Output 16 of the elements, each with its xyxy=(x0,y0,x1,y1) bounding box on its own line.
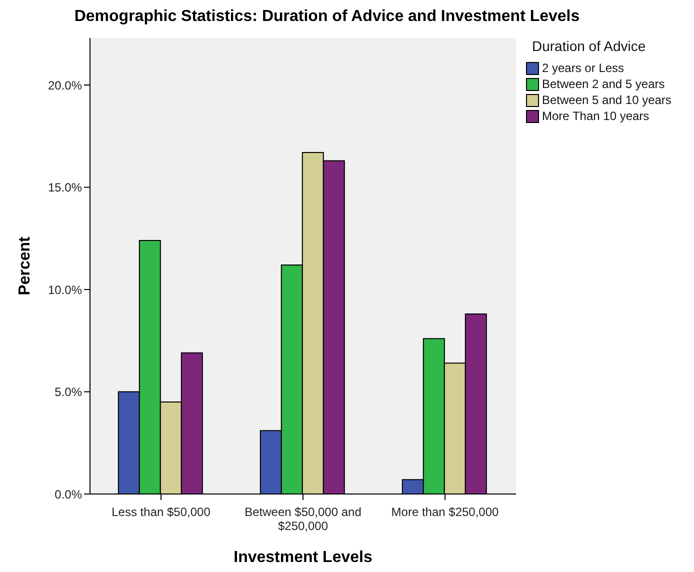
chart-title: Demographic Statistics: Duration of Advice and Investment Levels xyxy=(73,8,581,27)
y-tick-label: 10.0% xyxy=(48,282,82,297)
legend-label: More Than 10 years xyxy=(542,109,650,123)
x-tick-label: More than $250,000 xyxy=(391,505,500,519)
legend-label: Between 5 and 10 years xyxy=(542,93,672,107)
y-tick-label: 0.0% xyxy=(54,487,82,502)
legend-label: 2 years or Less xyxy=(542,61,624,75)
legend-label: Between 2 and 5 years xyxy=(542,77,665,91)
y-tick-label: 20.0% xyxy=(48,78,82,92)
y-axis-title: Percent xyxy=(16,236,34,296)
legend-title: Duration of Advice xyxy=(531,38,647,54)
x-tick-label: Between $50,000 and $250,000 xyxy=(244,505,362,533)
x-axis-title: Investment Levels xyxy=(234,549,372,566)
y-tick-label: 15.0% xyxy=(48,180,82,195)
x-tick-label: Less than $50,000 xyxy=(112,505,211,519)
y-tick-label: 5.0% xyxy=(54,385,82,400)
